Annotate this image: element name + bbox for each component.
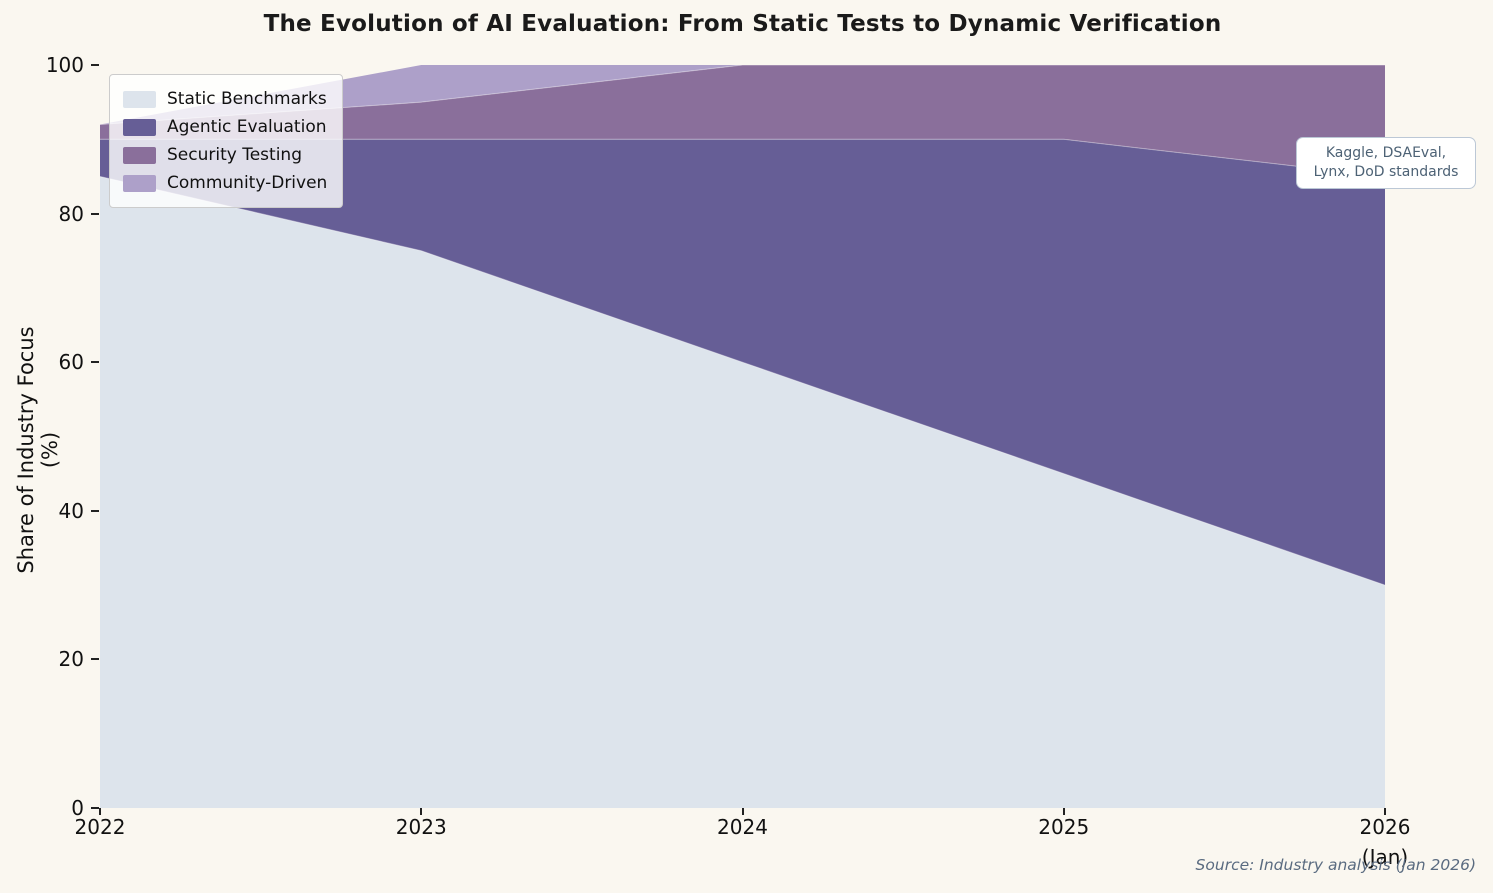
y-tick-mark: [91, 509, 99, 512]
y-tick-label-40: 40: [58, 498, 84, 523]
x-tick-mark: [1062, 808, 1065, 815]
legend-item-agentic-evaluation: Agentic Evaluation: [123, 113, 327, 141]
y-tick-label-80: 80: [58, 201, 84, 226]
x-tick-mark: [420, 808, 423, 815]
legend-swatch-security-testing: [123, 146, 156, 164]
y-tick-mark: [91, 212, 99, 215]
x-tick-mark: [1384, 808, 1386, 815]
area-community-driven: [100, 65, 1385, 125]
annotation-line-1: Kaggle, DSAEval,: [1325, 145, 1447, 161]
source-note: Source: Industry analysis (Jan 2026): [1195, 856, 1476, 874]
legend-label: Static Benchmarks: [167, 89, 327, 109]
legend-swatch-static-benchmarks: [123, 90, 156, 108]
y-tick-mark: [91, 64, 99, 66]
y-tick-mark: [91, 361, 99, 364]
legend-swatch-community-driven: [123, 174, 156, 192]
annotation-callout: Kaggle, DSAEval, Lynx, DoD standards: [1296, 137, 1476, 189]
x-axis-label: (Jan): [1361, 845, 1409, 869]
legend-item-security-testing: Security Testing: [123, 141, 327, 169]
y-tick-label-100: 100: [45, 53, 84, 77]
legend-label: Agentic Evaluation: [167, 117, 327, 137]
x-tick-label-2024: 2024: [717, 815, 768, 839]
x-tick-label-2022: 2022: [74, 815, 126, 839]
chart-title: The Evolution of AI Evaluation: From Sta…: [263, 11, 1222, 37]
stacked-area-plot: [100, 65, 1385, 808]
series-boundary-line: [100, 175, 1385, 586]
x-tick-label-2026: 2026: [1359, 815, 1411, 839]
annotation-line-2: Lynx, DoD standards: [1313, 164, 1459, 180]
x-tick-label-2025: 2025: [1038, 815, 1090, 839]
y-tick-mark: [91, 807, 99, 809]
legend: Static Benchmarks Agentic Evaluation Sec…: [109, 74, 344, 208]
y-tick-label-0: 0: [71, 796, 84, 820]
area-security-testing: [100, 65, 1385, 177]
x-tick-mark: [99, 808, 101, 815]
legend-item-community-driven: Community-Driven: [123, 169, 327, 197]
y-tick-label-60: 60: [58, 350, 84, 375]
legend-label: Security Testing: [167, 145, 302, 165]
y-tick-label-20: 20: [58, 647, 84, 672]
y-axis-label: Share of Industry Focus (%): [14, 326, 62, 574]
area-agentic-evaluation: [100, 139, 1385, 586]
y-tick-mark: [91, 658, 99, 661]
x-tick-label-2023: 2023: [395, 815, 447, 839]
legend-label: Community-Driven: [167, 173, 328, 193]
legend-item-static-benchmarks: Static Benchmarks: [123, 85, 327, 113]
area-static-benchmarks: [100, 176, 1385, 808]
legend-swatch-agentic-evaluation: [123, 118, 156, 136]
x-tick-mark: [741, 808, 744, 815]
